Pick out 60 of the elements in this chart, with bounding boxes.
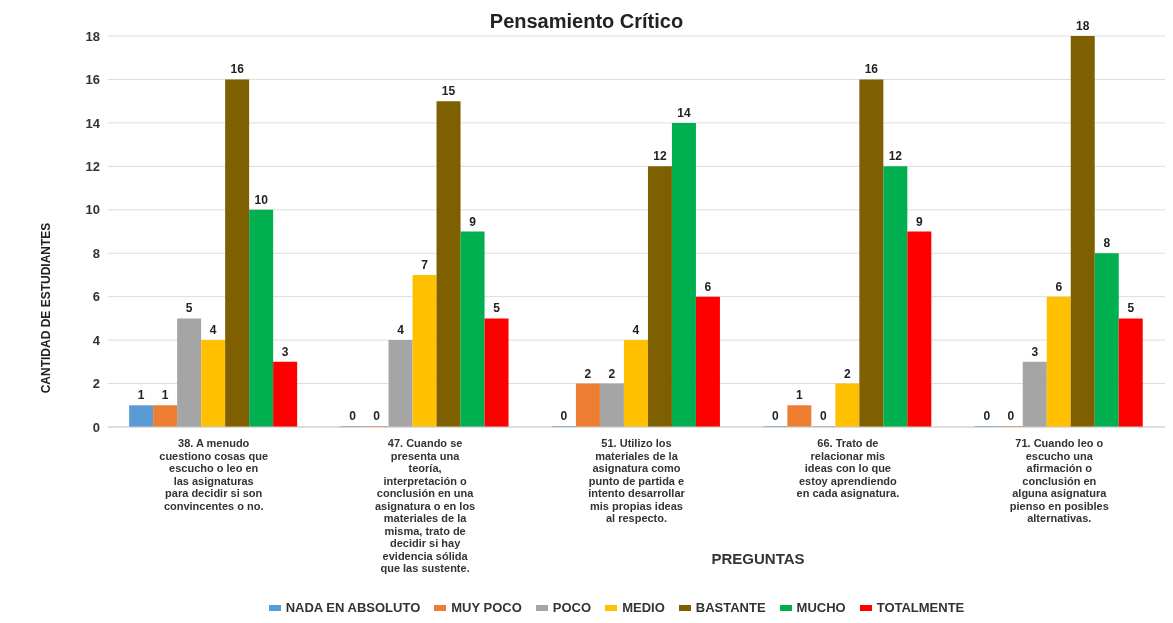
data-label: 14 bbox=[677, 105, 691, 120]
y-tick-label: 10 bbox=[85, 202, 100, 218]
legend-label: BASTANTE bbox=[694, 600, 766, 615]
data-label: 0 bbox=[349, 409, 357, 423]
legend-label: MUY POCO bbox=[450, 600, 522, 615]
data-label: 6 bbox=[1055, 279, 1063, 294]
y-tick-label: 4 bbox=[92, 332, 101, 348]
y-tick-label: 16 bbox=[85, 72, 100, 88]
data-label: 6 bbox=[704, 279, 712, 294]
x-tick-label: 71. Cuando leo o escucho una afirmación o conclusión en alguna asignatura pienso en posibles alternativas. bbox=[1009, 437, 1109, 524]
y-tick-label: 8 bbox=[92, 245, 100, 261]
y-tick-label: 14 bbox=[85, 115, 101, 131]
data-label: 4 bbox=[632, 323, 640, 338]
data-label: 0 bbox=[983, 409, 991, 423]
legend-label: MEDIO bbox=[621, 600, 665, 615]
data-label: 12 bbox=[888, 149, 903, 164]
data-label: 5 bbox=[1127, 301, 1135, 316]
legend-label: POCO bbox=[551, 600, 592, 615]
data-label: 4 bbox=[397, 323, 405, 338]
x-tick-label: 51. Utilizo los materiales de la asignatura como punto de partida e intento desarrollar mis propias ideas al respecto. bbox=[588, 437, 686, 524]
data-label: 5 bbox=[493, 301, 501, 316]
data-label: 1 bbox=[137, 388, 145, 403]
data-label: 2 bbox=[844, 366, 851, 381]
data-label: 7 bbox=[421, 257, 429, 272]
y-tick-label: 12 bbox=[85, 158, 100, 174]
data-label: 2 bbox=[584, 366, 592, 381]
data-label: 18 bbox=[1076, 19, 1090, 33]
data-label: 10 bbox=[254, 192, 269, 207]
data-label: 1 bbox=[796, 388, 803, 403]
data-label: 2 bbox=[608, 366, 616, 381]
data-label: 0 bbox=[1007, 409, 1015, 423]
data-label: 9 bbox=[916, 214, 923, 229]
y-tick-label: 0 bbox=[92, 419, 100, 435]
data-label: 4 bbox=[209, 323, 217, 338]
data-label: 1 bbox=[161, 388, 169, 403]
y-tick-label: 2 bbox=[92, 376, 100, 392]
legend-label: MUCHO bbox=[795, 600, 846, 615]
data-label: 16 bbox=[230, 62, 245, 77]
x-tick-label: 38. A menudo cuestiono cosas que escucho o leo en las asignaturas para decidir si son convincentes o no. bbox=[159, 437, 269, 512]
data-label: 5 bbox=[185, 301, 193, 316]
data-label: 15 bbox=[441, 84, 456, 99]
legend-label: TOTALMENTE bbox=[875, 600, 965, 615]
chart-title: Pensamiento Crítico bbox=[489, 10, 684, 32]
data-label: 8 bbox=[1103, 236, 1111, 251]
category-label: 47. Cuando se presenta una teoría, interpretación o conclusión en una asignatura o en los materiales de la misma, trato de decidir si hay evidencia sólida que las sustente. bbox=[374, 437, 476, 574]
y-axis-title: CANTIDAD DE ESTUDIANTES bbox=[39, 222, 53, 394]
data-label: 9 bbox=[469, 214, 477, 229]
data-label: 16 bbox=[864, 62, 879, 77]
data-label: 3 bbox=[281, 344, 289, 359]
x-tick-label: 66. Trato de relacionar mis ideas con lo que estoy aprendiendo en cada asignatura. bbox=[796, 437, 900, 499]
data-label: 0 bbox=[373, 409, 381, 423]
x-axis-title: PREGUNTAS bbox=[710, 550, 806, 567]
data-label: 0 bbox=[772, 409, 779, 423]
data-label: 0 bbox=[820, 409, 827, 423]
data-label: 12 bbox=[653, 149, 667, 164]
legend-label: NADA EN ABSOLUTO bbox=[284, 600, 421, 615]
y-tick-label: 6 bbox=[92, 289, 100, 305]
data-label: 3 bbox=[1031, 344, 1039, 359]
data-label: 0 bbox=[560, 409, 568, 423]
y-tick-label: 18 bbox=[85, 28, 100, 44]
